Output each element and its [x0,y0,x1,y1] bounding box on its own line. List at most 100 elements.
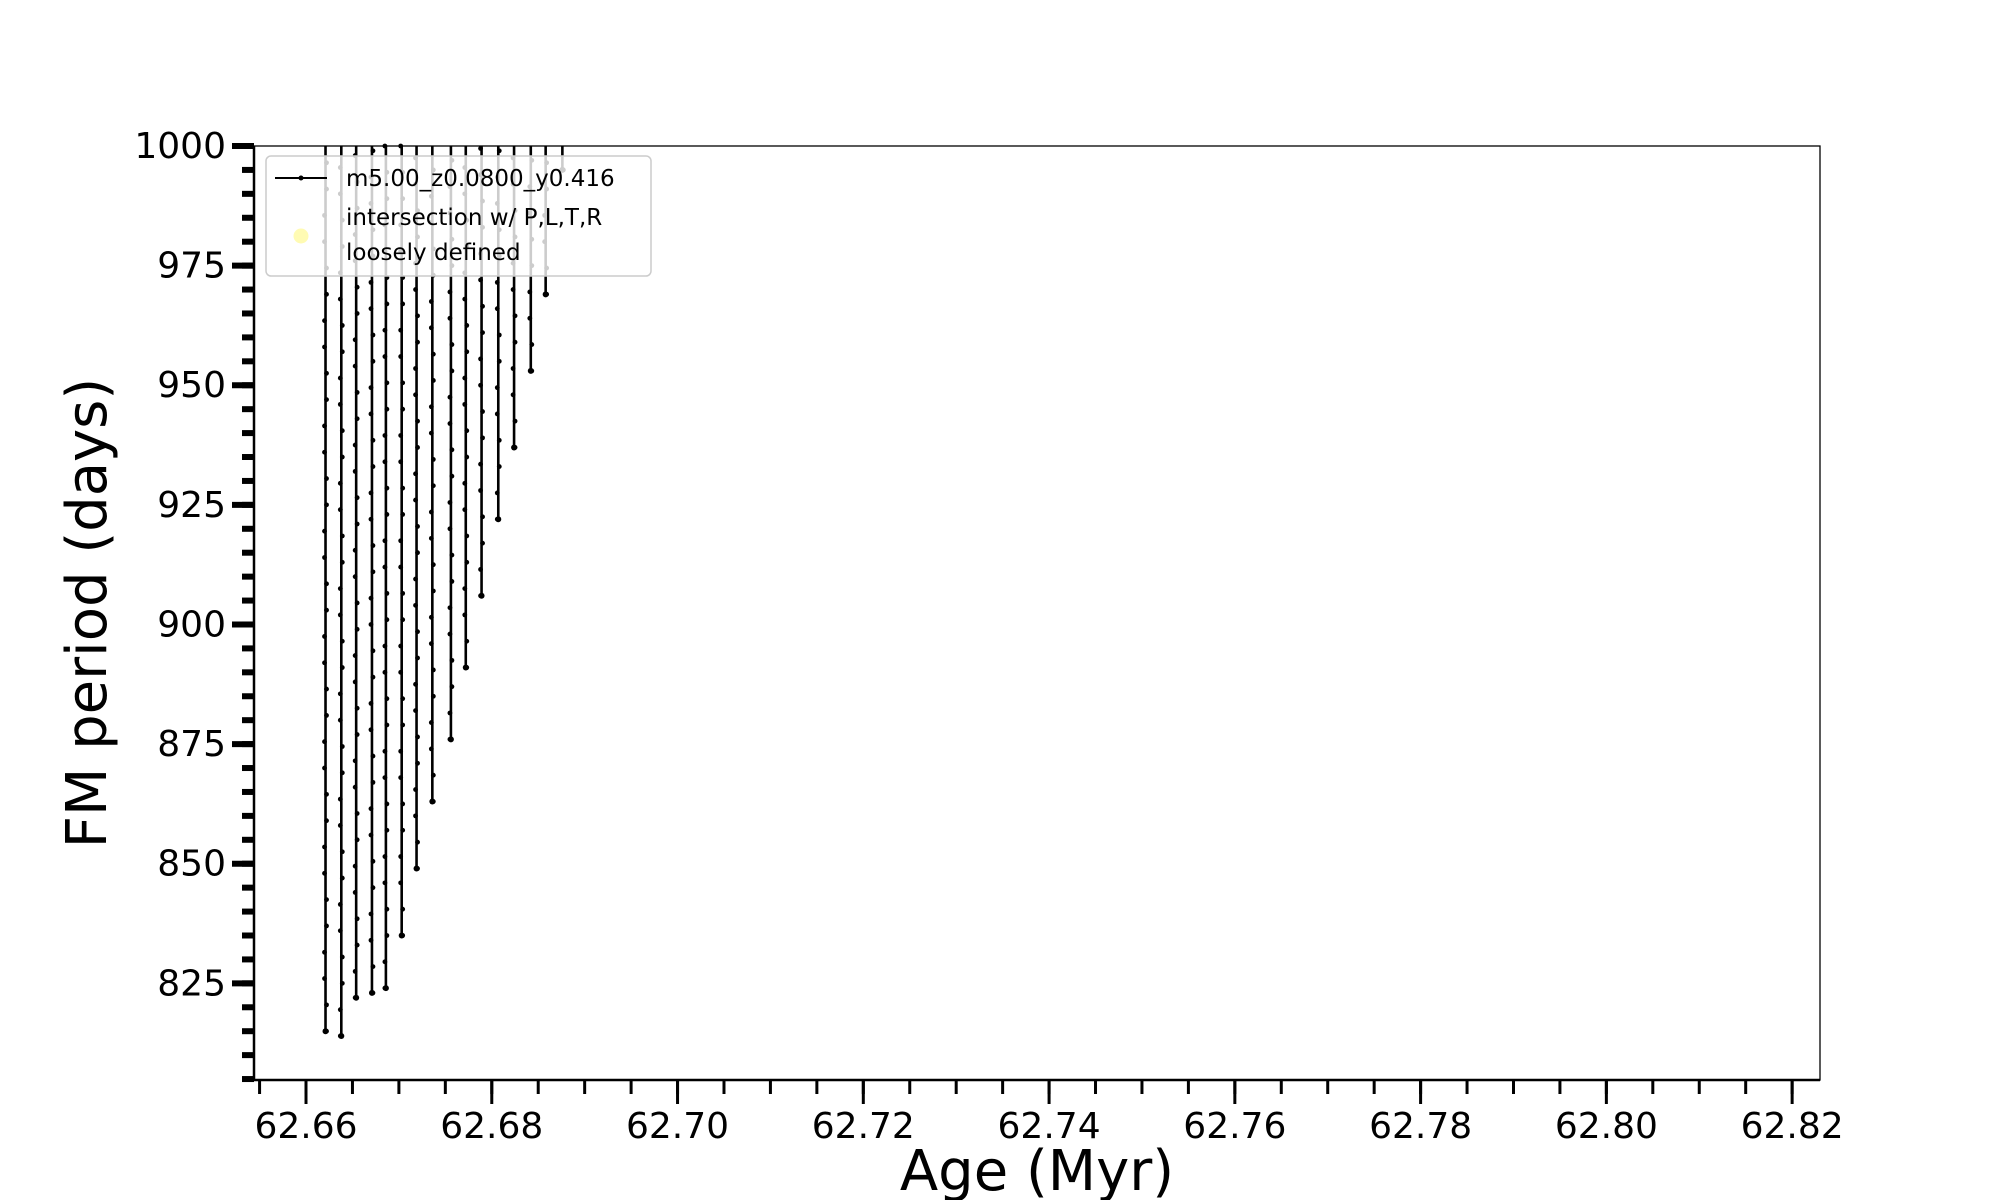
series-point [354,284,360,290]
series-point [428,430,434,436]
series-point [400,696,406,702]
series-point [542,291,549,298]
series-point [370,569,376,575]
series-point [400,590,406,596]
series-point [339,323,345,328]
y-tick-label: 900 [157,604,226,645]
x-tick-label: 62.82 [1741,1106,1844,1147]
series-point [415,655,420,661]
series-point [384,512,390,517]
series-point [527,315,533,321]
series-point [447,394,453,400]
series-point [337,691,343,697]
series-point [370,332,376,338]
series-point [382,538,388,544]
series-point [324,370,329,376]
series-point [430,483,436,489]
x-tick-label: 62.76 [1183,1106,1286,1147]
series-point [354,626,360,632]
series-point [368,727,374,733]
series-point [430,693,436,699]
series-point [337,612,343,618]
series-point [400,801,406,807]
series-point [462,586,468,591]
series-point [370,858,376,864]
series-point [339,454,345,460]
series-point [322,1028,329,1035]
series-point [415,550,420,556]
x-tick-label: 62.80 [1555,1106,1658,1147]
series-point [478,145,483,151]
series-point [324,607,329,613]
series-point [322,555,327,560]
series-point [428,535,434,541]
series-point [464,454,470,460]
x-ticks: 62.66 62.68 62.70 62.72 62.74 62.76 62.78 62.80… [254,1080,1844,1147]
series-point [430,562,436,568]
series-point [354,390,360,395]
series-point [384,590,390,596]
series-point [324,581,329,587]
series-point [324,476,329,481]
series-point [337,901,343,907]
y-tick-label: 850 [157,844,226,885]
series-point [384,801,390,807]
series-point [352,890,358,895]
series-point [368,516,374,522]
series-point [430,667,436,673]
series-point [384,827,390,833]
series-point [464,323,470,328]
series-point [339,954,345,960]
series-point [511,444,518,451]
series-point [400,827,406,833]
series-point [338,1032,345,1039]
series-point [384,696,390,702]
series-point [449,552,455,558]
series-point [413,787,418,792]
x-tick-label: 62.70 [626,1106,729,1147]
y-ticks: 825 850 875 900 925 950 975 1000 [134,126,254,1083]
series-point [415,629,420,635]
series-point [354,495,360,501]
y-tick-label: 825 [157,963,226,1004]
series-point [478,567,483,572]
y-tick-label: 975 [157,246,226,287]
series-point [430,351,436,357]
series-point [382,643,388,649]
series-point [496,358,502,364]
series-point [447,605,453,611]
series-point [384,485,390,491]
series-point [354,416,360,422]
series-point [368,306,374,312]
series-point [449,579,455,584]
series-point [337,296,343,302]
series-point [447,289,453,295]
legend: m5.00_z0.0800_y0.416 intersection w/ P,L… [265,155,652,277]
series-point [430,772,436,778]
series-point [415,523,420,529]
series-point [368,411,374,417]
legend-dot-icon [298,175,304,181]
series-point [368,595,374,601]
y-tick-label: 1000 [134,126,226,167]
series-point [352,758,358,764]
series-point [400,906,406,912]
series-point [496,464,502,469]
series-point [510,392,516,398]
series-point [322,976,327,981]
series-point [324,712,329,718]
series-point [447,710,453,716]
series-point [428,746,434,752]
series-point [496,148,502,154]
series-point [398,327,404,333]
series-point [413,471,418,477]
series-point [354,732,360,737]
series-point [382,959,388,965]
series-point [322,634,327,639]
series-point [398,564,404,570]
series-point [398,932,405,939]
series-point [413,602,418,608]
series-point [478,356,483,362]
series-point [494,306,500,312]
